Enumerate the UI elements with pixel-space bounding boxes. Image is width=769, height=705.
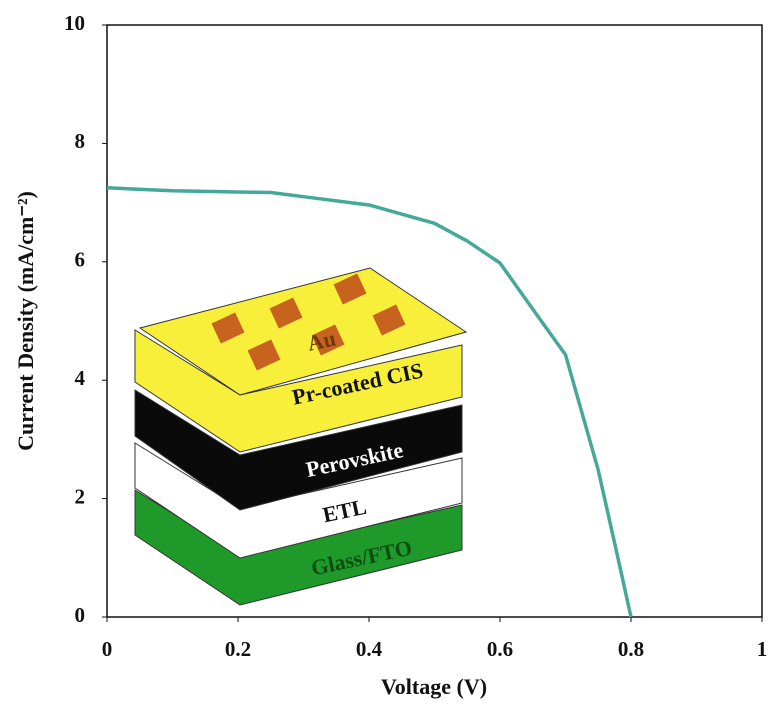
y-tick-label: 4 xyxy=(75,366,86,390)
x-tick-label: 1 xyxy=(757,637,768,661)
y-tick-label: 10 xyxy=(64,11,85,35)
x-tick-label: 0.2 xyxy=(225,637,251,661)
y-tick-label: 6 xyxy=(75,248,86,272)
y-tick-label: 0 xyxy=(75,603,86,627)
inset-label: Au xyxy=(305,325,338,355)
plot-frame xyxy=(106,24,763,618)
x-tick-label: 0.4 xyxy=(356,637,383,661)
au-contacts xyxy=(211,273,406,371)
x-tick-label: 0.6 xyxy=(487,637,513,661)
x-tick-label: 0 xyxy=(102,637,113,661)
layer-perovskite xyxy=(134,389,463,511)
y-axis-title: Current Density (mA/cm⁻²) xyxy=(13,191,38,451)
layer-top xyxy=(138,267,468,396)
x-tick-label: 0.8 xyxy=(618,637,644,661)
x-axis-title: Voltage (V) xyxy=(381,674,487,699)
data-line xyxy=(106,186,633,618)
y-tick-label: 2 xyxy=(75,484,86,508)
y-tick-label: 8 xyxy=(75,129,86,153)
device-inset: Au Pr-coated CIS Perovskite ETL Glass/FT… xyxy=(134,267,468,606)
